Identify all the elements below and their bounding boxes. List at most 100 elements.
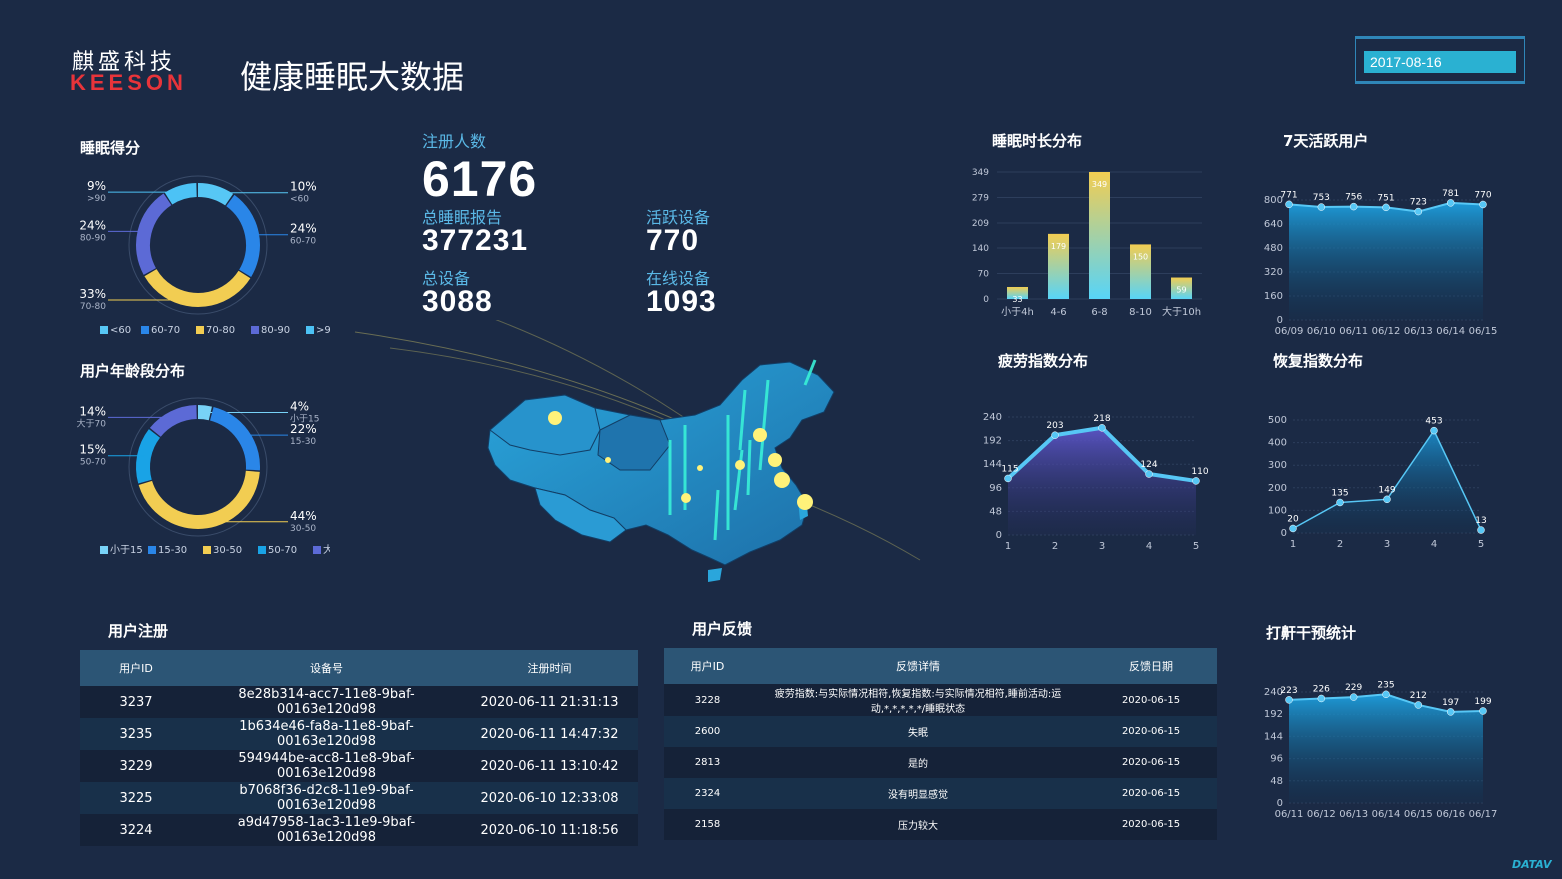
- data-point[interactable]: [1318, 204, 1325, 211]
- data-point[interactable]: [1384, 496, 1391, 503]
- data-point[interactable]: [1478, 527, 1485, 534]
- fb-row[interactable]: 3228疲劳指数:与实际情况相符,恢复指数:与实际情况相符,睡前活动:运动,*,…: [664, 684, 1217, 716]
- age-legend-label[interactable]: 50-70: [268, 545, 297, 556]
- data-point[interactable]: [1005, 475, 1012, 482]
- age-slice[interactable]: [130, 399, 265, 534]
- y-tick-label: 48: [1270, 776, 1283, 787]
- data-point[interactable]: [1383, 204, 1390, 211]
- reg-cell: 2020-06-10 11:18:56: [461, 814, 638, 846]
- reg-cell: 3225: [80, 782, 192, 814]
- col-fb-date[interactable]: 反馈日期: [1085, 648, 1217, 684]
- age-legend-label[interactable]: 30-50: [213, 545, 242, 556]
- age-slice[interactable]: [131, 400, 265, 534]
- col-user-id[interactable]: 用户ID: [80, 650, 192, 686]
- reg-cell: 3235: [80, 718, 192, 750]
- fb-cell: 2020-06-15: [1085, 809, 1217, 840]
- hainan-island[interactable]: [708, 568, 722, 582]
- recovery-title: 恢复指数分布: [1273, 350, 1363, 371]
- data-point[interactable]: [1350, 694, 1357, 701]
- score-pct-label: 9%: [87, 179, 106, 193]
- x-tick-label: 2: [1337, 539, 1343, 550]
- data-point[interactable]: [1415, 701, 1422, 708]
- data-point[interactable]: [1286, 696, 1293, 703]
- china-map[interactable]: [350, 320, 930, 640]
- reg-row[interactable]: 32378e28b314-acc7-11e8-9baf-00163e120d98…: [80, 686, 638, 718]
- page-title: 健康睡眠大数据: [240, 52, 464, 98]
- score-legend-label[interactable]: <60: [110, 325, 131, 336]
- data-point[interactable]: [1146, 471, 1153, 478]
- reg-row[interactable]: 3229594944be-acc8-11e8-9baf-00163e120d98…: [80, 750, 638, 782]
- reg-row[interactable]: 3225b7068f36-d2c8-11e9-9baf-00163e120d98…: [80, 782, 638, 814]
- bar-value-label: 179: [1051, 242, 1066, 251]
- data-point[interactable]: [1447, 708, 1454, 715]
- reg-cell: 3224: [80, 814, 192, 846]
- fb-cell: 压力较大: [751, 809, 1085, 840]
- fb-cell: 2020-06-15: [1085, 778, 1217, 809]
- data-point[interactable]: [1431, 427, 1438, 434]
- data-point[interactable]: [1480, 201, 1487, 208]
- score-range-label: 80-90: [80, 233, 106, 243]
- data-point[interactable]: [1480, 707, 1487, 714]
- score-range-label: 60-70: [290, 237, 316, 247]
- score-legend-label[interactable]: 80-90: [261, 325, 290, 336]
- registrations-table: 用户ID 设备号 注册时间 32378e28b314-acc7-11e8-9ba…: [80, 650, 638, 846]
- fb-row[interactable]: 2324没有明显感觉2020-06-15: [664, 778, 1217, 809]
- fb-row[interactable]: 2813是的2020-06-15: [664, 747, 1217, 778]
- score-legend-label[interactable]: 60-70: [151, 325, 180, 336]
- date-value[interactable]: 2017-08-16: [1364, 51, 1516, 73]
- score-legend-label[interactable]: 70-80: [206, 325, 235, 336]
- fb-row[interactable]: 2600失眠2020-06-15: [664, 716, 1217, 747]
- data-label: 149: [1378, 485, 1395, 495]
- data-point[interactable]: [1318, 695, 1325, 702]
- fb-row[interactable]: 2158压力较大2020-06-15: [664, 809, 1217, 840]
- y-tick-label: 0: [1281, 528, 1287, 539]
- data-point[interactable]: [1415, 208, 1422, 215]
- sleep-score-title: 睡眠得分: [80, 137, 140, 158]
- col-reg-time[interactable]: 注册时间: [461, 650, 638, 686]
- sleep-duration-title: 睡眠时长分布: [992, 130, 1082, 151]
- x-tick-label: 大于10h: [1162, 305, 1201, 318]
- reg-cell: 2020-06-11 13:10:42: [461, 750, 638, 782]
- y-tick-label: 200: [1268, 483, 1287, 494]
- date-picker[interactable]: 2017-08-16: [1355, 38, 1525, 82]
- data-point[interactable]: [1337, 499, 1344, 506]
- map-region[interactable]: [488, 362, 834, 565]
- age-range-label: 30-50: [290, 524, 316, 534]
- reg-row[interactable]: 3224a9d47958-1ac3-11e9-9baf-00163e120d98…: [80, 814, 638, 846]
- sleep-score-donut: 10%<6024%60-7033%70-8024%80-909%>90<6060…: [70, 160, 330, 345]
- data-label: 135: [1331, 488, 1348, 498]
- age-legend-label[interactable]: 大于70: [323, 543, 330, 556]
- col-device-id[interactable]: 设备号: [192, 650, 461, 686]
- x-tick-label: 06/15: [1469, 326, 1498, 337]
- y-tick-label: 240: [983, 412, 1002, 423]
- age-legend-label[interactable]: 小于15: [110, 544, 143, 556]
- data-point[interactable]: [1099, 424, 1106, 431]
- fb-cell: 2020-06-15: [1085, 716, 1217, 747]
- score-legend-label[interactable]: >90: [316, 325, 330, 336]
- data-label: 226: [1313, 684, 1330, 694]
- bar[interactable]: [1089, 172, 1110, 299]
- age-legend-swatch: [313, 546, 321, 554]
- data-point[interactable]: [1290, 525, 1297, 532]
- data-point[interactable]: [1447, 199, 1454, 206]
- data-point[interactable]: [1350, 203, 1357, 210]
- area-fill: [1293, 431, 1481, 533]
- x-tick-label: 06/14: [1372, 809, 1401, 820]
- col-fb-detail[interactable]: 反馈详情: [751, 648, 1085, 684]
- fatigue-chart: 0489614419224011512032218312441105: [960, 405, 1220, 557]
- date-decor-bottom: [1355, 82, 1525, 84]
- data-point[interactable]: [1193, 477, 1200, 484]
- age-legend-label[interactable]: 15-30: [158, 545, 187, 556]
- col-fb-user-id[interactable]: 用户ID: [664, 648, 751, 684]
- reg-row[interactable]: 32351b634e46-fa8a-11e8-9baf-00163e120d98…: [80, 718, 638, 750]
- reg-cell: 594944be-acc8-11e8-9baf-00163e120d98: [192, 750, 461, 782]
- data-point[interactable]: [1286, 201, 1293, 208]
- data-label: 771: [1280, 190, 1297, 200]
- x-tick-label: 06/17: [1469, 809, 1498, 820]
- reg-cell: 1b634e46-fa8a-11e8-9baf-00163e120d98: [192, 718, 461, 750]
- data-point[interactable]: [1383, 691, 1390, 698]
- y-tick-label: 140: [972, 244, 989, 254]
- data-point[interactable]: [1052, 432, 1059, 439]
- score-pct-label: 24%: [290, 222, 317, 236]
- data-label: 756: [1345, 193, 1362, 203]
